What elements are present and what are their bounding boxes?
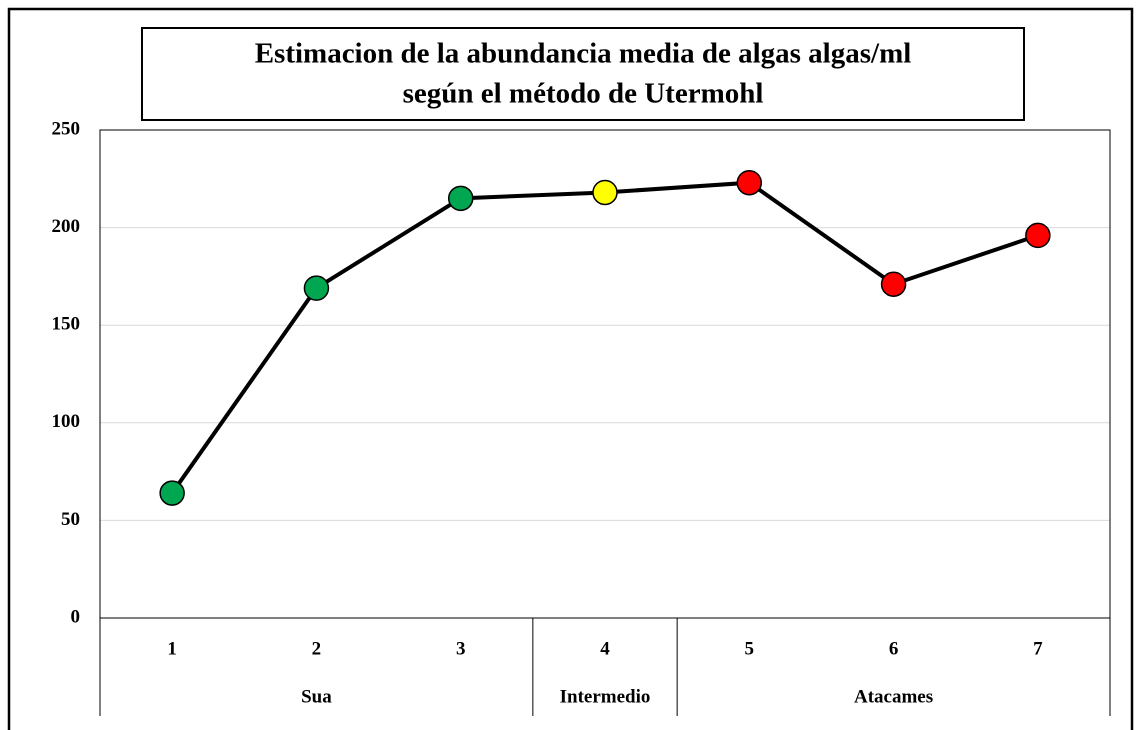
data-point <box>1025 222 1051 249</box>
x-tick-label: 3 <box>456 638 466 659</box>
data-point <box>592 179 618 206</box>
group-label: Sua <box>301 686 332 707</box>
chart-title: Estimacion de la abundancia media de alg… <box>255 38 912 70</box>
x-tick-label: 4 <box>600 638 610 659</box>
y-tick-label: 0 <box>71 606 81 627</box>
x-tick-label: 5 <box>745 638 755 659</box>
data-point <box>736 169 763 196</box>
data-point <box>159 480 185 506</box>
x-tick-label: 2 <box>312 638 322 659</box>
data-point <box>880 271 907 297</box>
data-point <box>447 185 474 212</box>
x-tick-label: 1 <box>167 638 177 659</box>
x-tick-label: 6 <box>889 638 899 659</box>
y-tick-label: 150 <box>52 314 81 335</box>
y-tick-label: 50 <box>61 509 80 530</box>
chart-title: según el método de Utermohl <box>403 78 764 110</box>
group-label: Atacames <box>854 686 933 707</box>
y-tick-label: 200 <box>52 216 81 237</box>
y-tick-label: 250 <box>52 118 81 139</box>
x-tick-label: 7 <box>1033 638 1043 659</box>
y-tick-label: 100 <box>52 411 81 432</box>
group-label: Intermedio <box>560 686 651 707</box>
chart-border <box>7 7 1134 730</box>
title-box <box>141 27 1025 121</box>
plot-border <box>99 129 1111 619</box>
data-point <box>303 275 330 301</box>
